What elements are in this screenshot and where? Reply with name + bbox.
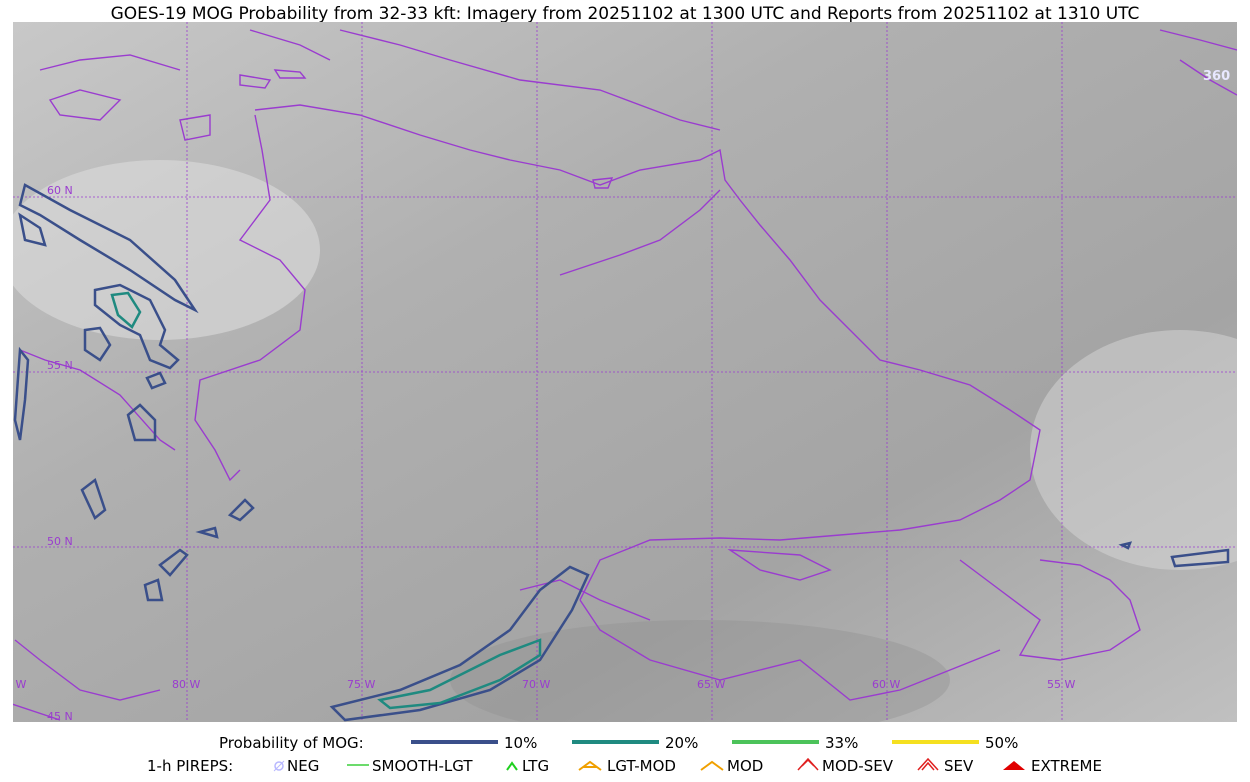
legend-item: 33% bbox=[825, 734, 858, 752]
legend-item: 20% bbox=[665, 734, 698, 752]
lat-label: 45 N bbox=[47, 710, 73, 723]
lat-label: 55 N bbox=[47, 359, 73, 372]
lon-label: 65 W bbox=[697, 678, 725, 691]
cloud bbox=[13, 160, 320, 340]
cloud bbox=[1030, 330, 1237, 570]
title: GOES-19 MOG Probability from 32-33 kft: … bbox=[111, 4, 1140, 24]
lat-label: 50 N bbox=[47, 535, 73, 548]
legend: Probability of MOG: 10% 20% 33% 50% 1-h … bbox=[147, 734, 1102, 775]
lon-label: 55 W bbox=[1047, 678, 1075, 691]
lon-label: 80 W bbox=[172, 678, 200, 691]
legend-item: 10% bbox=[504, 734, 537, 752]
legend-item: MOD bbox=[727, 757, 763, 775]
legend-item: SEV bbox=[944, 757, 974, 775]
legend-item: SMOOTH-LGT bbox=[372, 757, 473, 775]
coastlines bbox=[13, 29, 1237, 721]
legend-item: LGT-MOD bbox=[607, 757, 676, 775]
legend-item: LTG bbox=[522, 757, 549, 775]
dry-band bbox=[450, 620, 950, 722]
lon-label: 60 W bbox=[872, 678, 900, 691]
lat-label: 60 N bbox=[47, 184, 73, 197]
legend-item: MOD-SEV bbox=[822, 757, 894, 775]
legend-title: 1-h PIREPS: bbox=[147, 757, 233, 775]
map: 60 N 55 N 50 N 45 N 85 W 80 W 75 W 70 W … bbox=[0, 22, 1237, 723]
lon-label: 85 W bbox=[0, 678, 26, 691]
graticule bbox=[13, 22, 1237, 722]
legend-item: EXTREME bbox=[1031, 757, 1102, 775]
lon-label: 70 W bbox=[522, 678, 550, 691]
legend-item: 50% bbox=[985, 734, 1018, 752]
lon-label: 75 W bbox=[347, 678, 375, 691]
mog-contours bbox=[13, 183, 1230, 722]
legend-item: NEG bbox=[287, 757, 319, 775]
legend-title: Probability of MOG: bbox=[219, 734, 364, 752]
badge: 360 bbox=[1203, 69, 1230, 84]
